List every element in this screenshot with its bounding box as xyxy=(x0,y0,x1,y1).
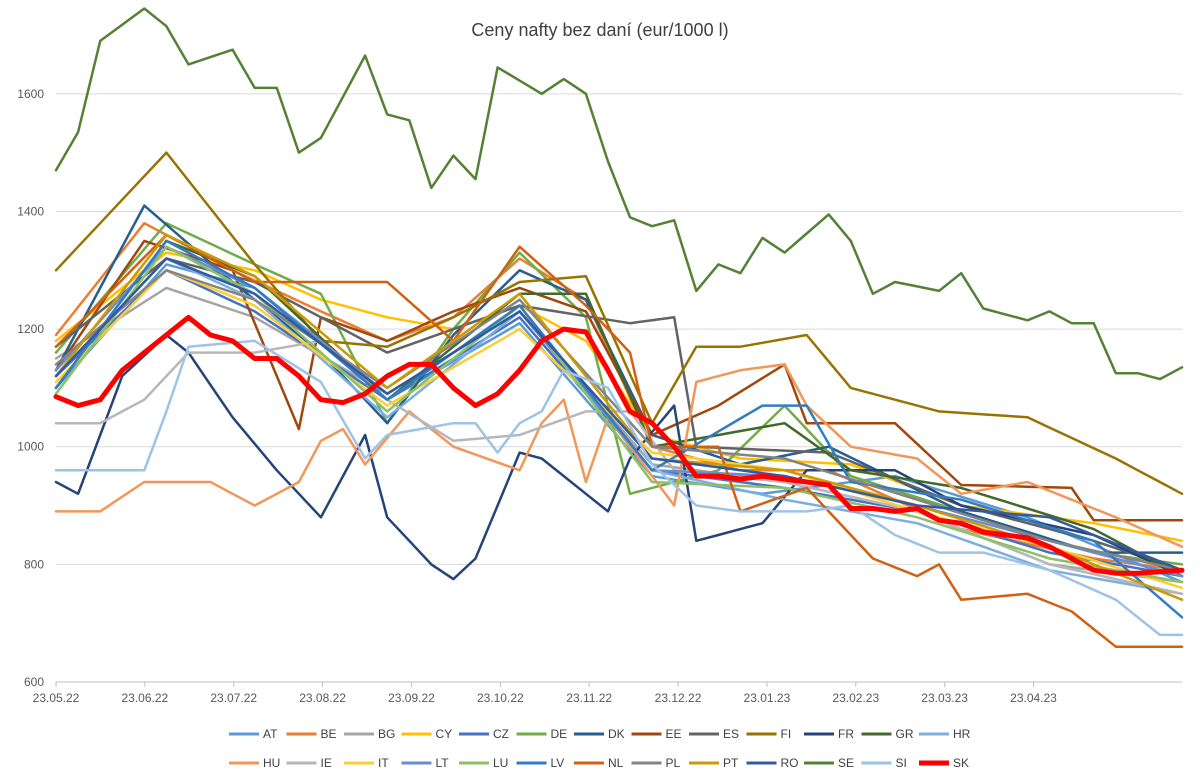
legend-label-cy: CY xyxy=(436,727,453,741)
legend-label-ee: EE xyxy=(666,727,682,741)
x-tick-label: 23.10.22 xyxy=(477,691,524,705)
legend-label-lv: LV xyxy=(551,756,565,770)
series-line-fi xyxy=(54,151,1184,496)
x-tick-label: 23.04.23 xyxy=(1010,691,1057,705)
x-tick-label: 23.11.22 xyxy=(566,691,612,705)
legend-label-fr: FR xyxy=(838,727,854,741)
legend-label-bg: BG xyxy=(378,727,395,741)
series-line-lv xyxy=(54,239,1184,619)
legend-label-pt: PT xyxy=(723,756,739,770)
legend-label-it: IT xyxy=(378,756,389,770)
legend-label-gr: GR xyxy=(896,727,914,741)
legend-label-pl: PL xyxy=(666,756,681,770)
legend-label-fi: FI xyxy=(781,727,792,741)
x-tick-label: 23.02.23 xyxy=(832,691,879,705)
legend-label-es: ES xyxy=(723,727,739,741)
x-tick-label: 23.12.22 xyxy=(655,691,702,705)
legend-label-lu: LU xyxy=(493,756,508,770)
legend-label-de: DE xyxy=(551,727,568,741)
y-tick-label: 1600 xyxy=(17,87,44,101)
legend-label-si: SI xyxy=(896,756,907,770)
x-tick-label: 23.06.22 xyxy=(122,691,169,705)
series-line-pt xyxy=(54,233,1184,601)
x-tick-label: 23.09.22 xyxy=(388,691,435,705)
legend-label-ie: IE xyxy=(321,756,332,770)
series-line-pl xyxy=(54,269,1184,572)
y-tick-label: 1400 xyxy=(17,204,44,218)
legend-label-at: AT xyxy=(263,727,278,741)
legend-label-cz: CZ xyxy=(493,727,509,741)
legend-label-sk: SK xyxy=(953,756,969,770)
legend-label-hu: HU xyxy=(263,756,280,770)
series-lines xyxy=(53,7,1185,648)
series-line-nl xyxy=(54,233,1184,648)
x-tick-label: 23.05.22 xyxy=(33,691,80,705)
legend: AT BE BG CY CZ DE DK EE ES FI FR GR HR HU IE IT LT LU LV NL… xyxy=(229,727,971,770)
y-tick-label: 600 xyxy=(24,675,44,689)
y-tick-label: 1000 xyxy=(17,440,44,454)
x-tick-label: 23.07.22 xyxy=(210,691,257,705)
series-line-ro xyxy=(54,257,1184,572)
x-axis-ticks: 23.05.22 23.06.22 23.07.22 23.08.22 23.09.22… xyxy=(33,682,1057,705)
legend-label-be: BE xyxy=(321,727,337,741)
series-line-sk xyxy=(53,314,1185,576)
legend-label-se: SE xyxy=(838,756,854,770)
y-tick-label: 1200 xyxy=(17,322,44,336)
legend-label-dk: DK xyxy=(608,727,625,741)
series-line-es xyxy=(54,257,1184,572)
legend-label-ro: RO xyxy=(781,756,799,770)
y-axis-ticks: 600 800 1000 1200 1400 1600 xyxy=(17,87,44,689)
x-tick-label: 23.08.22 xyxy=(299,691,346,705)
legend-label-hr: HR xyxy=(953,727,971,741)
y-tick-label: 800 xyxy=(24,557,44,571)
series-line-lu xyxy=(54,245,1184,584)
legend-label-lt: LT xyxy=(436,756,450,770)
chart-title: Ceny nafty bez daní (eur/1000 l) xyxy=(471,20,728,40)
x-tick-label: 23.03.23 xyxy=(921,691,968,705)
series-line-se xyxy=(54,7,1184,381)
series-line-si xyxy=(54,339,1184,637)
legend-label-nl: NL xyxy=(608,756,624,770)
x-tick-label: 23.01.23 xyxy=(744,691,791,705)
